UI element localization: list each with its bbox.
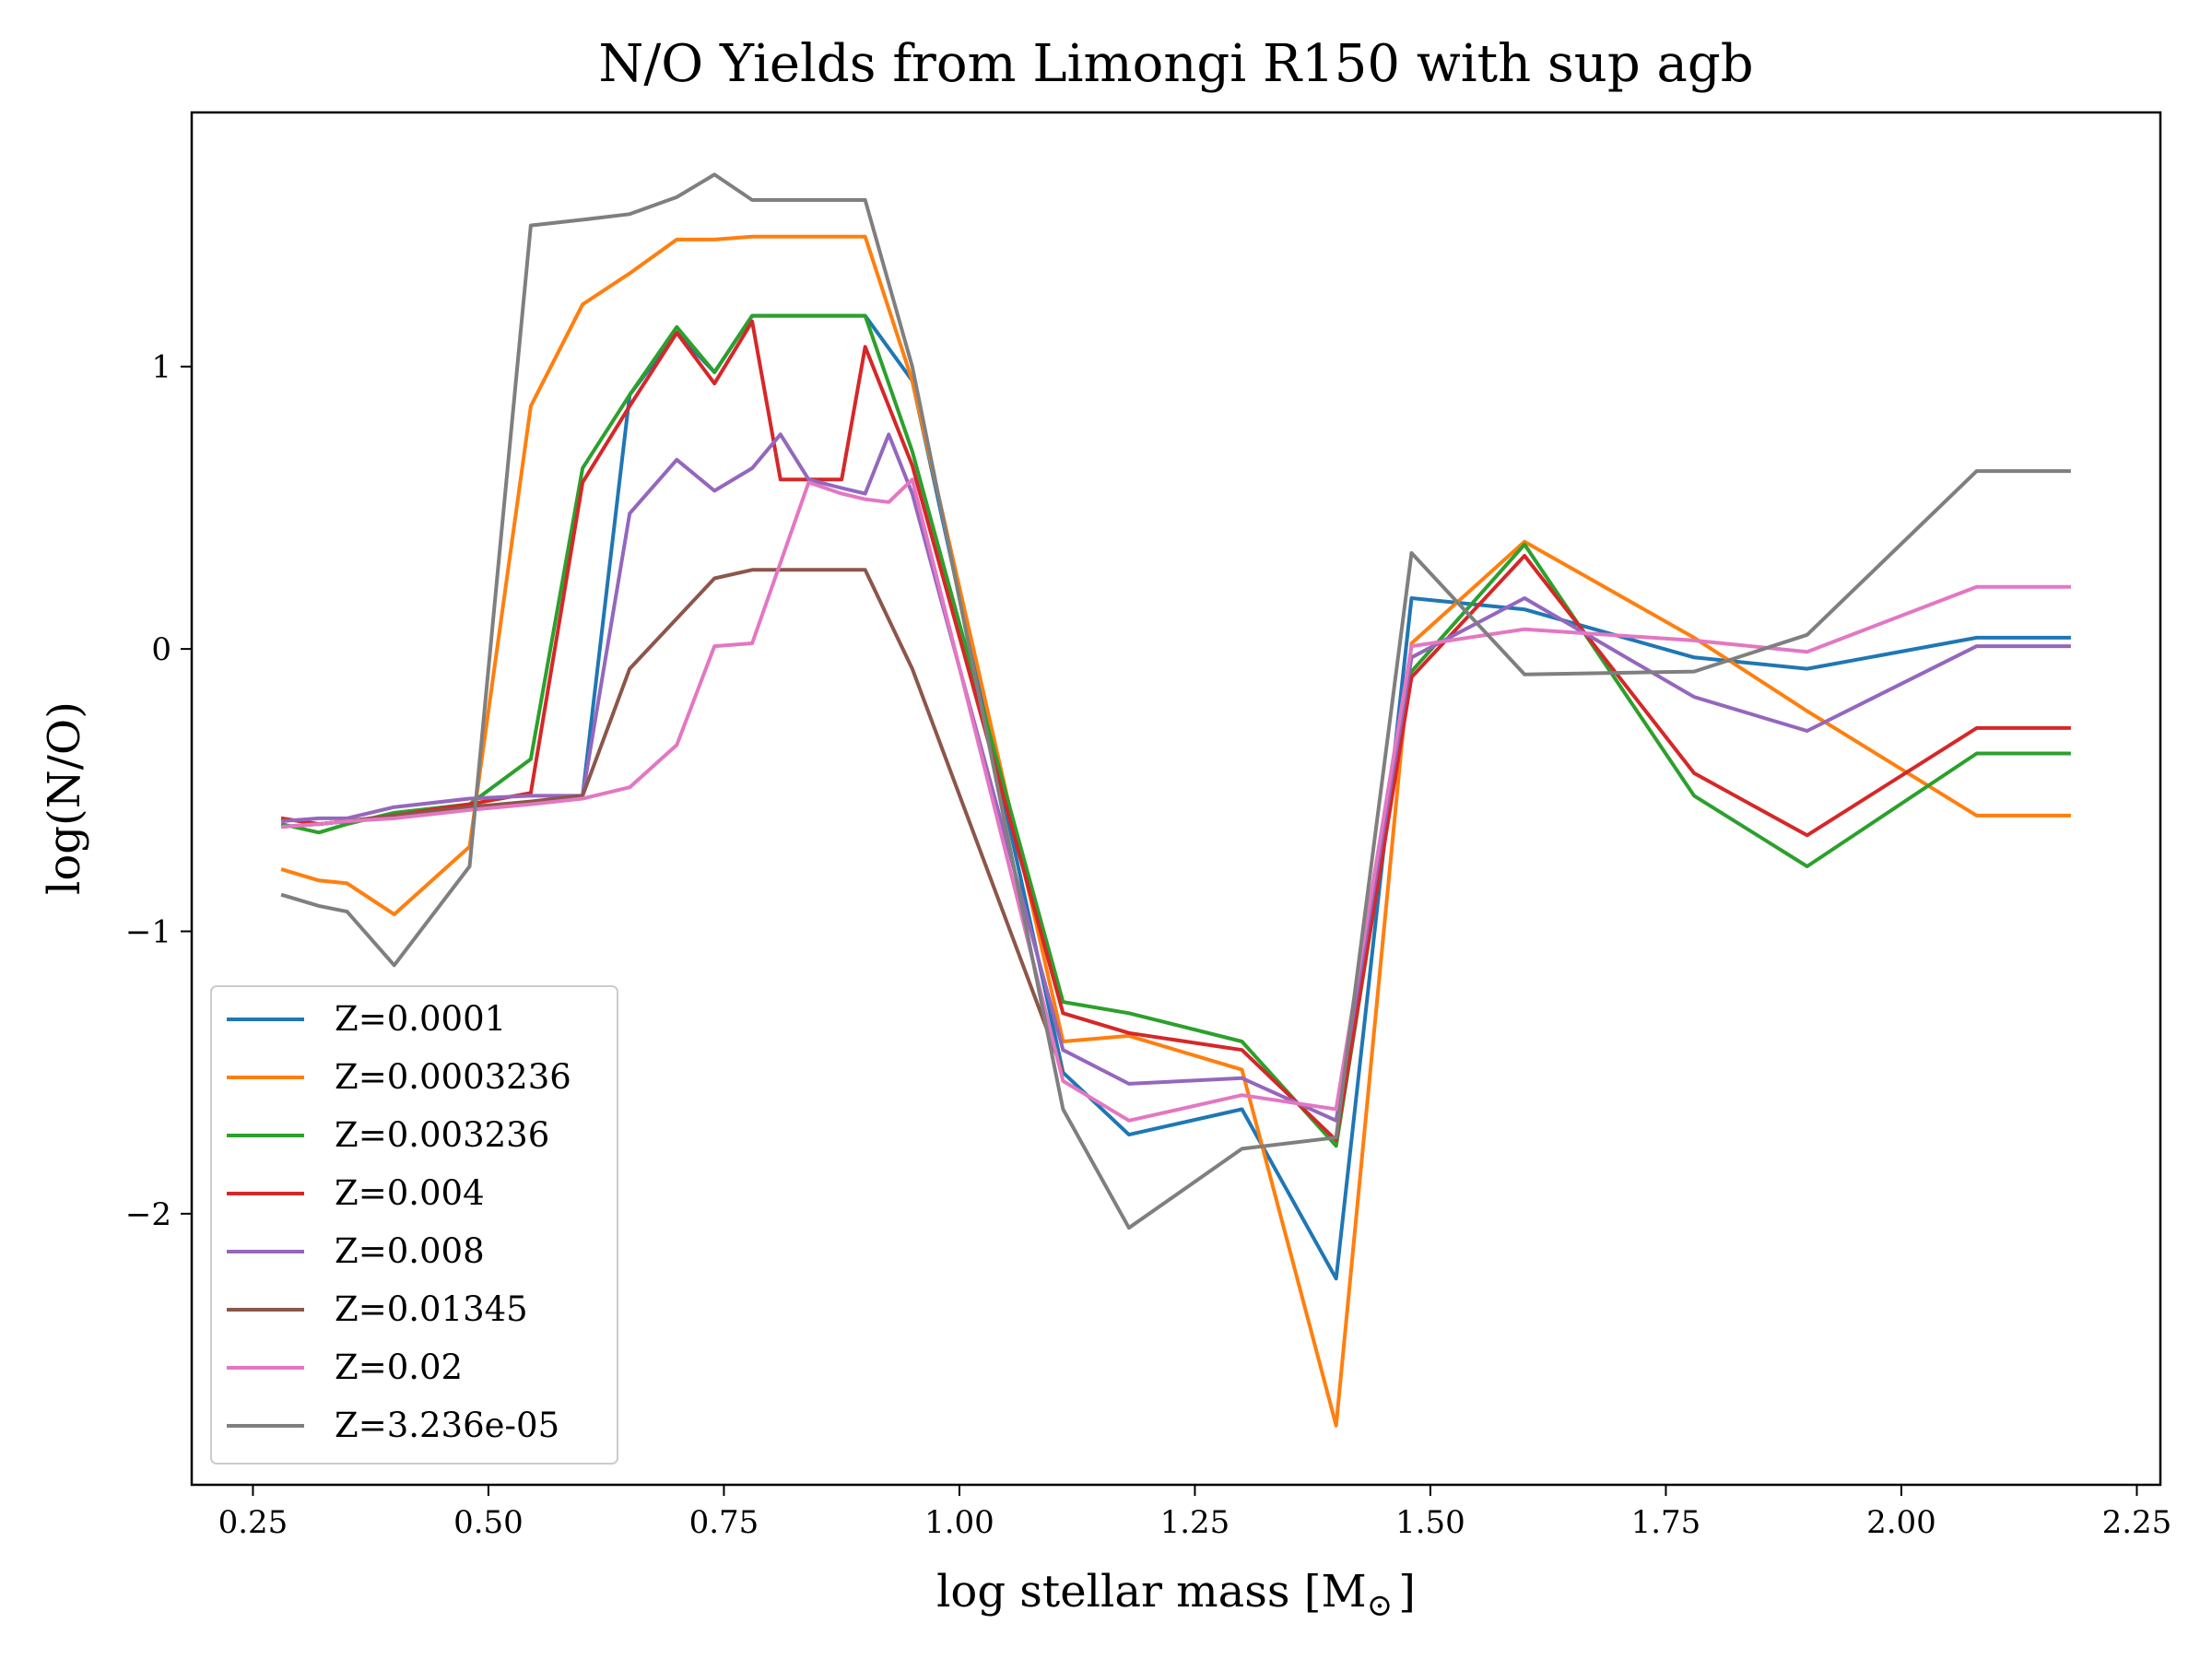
x-tick-label: 2.25	[2102, 1504, 2172, 1541]
y-axis-label: log(N/O)	[39, 701, 90, 895]
series-line-7	[280, 477, 2071, 1123]
series-line-8	[280, 172, 2071, 1230]
legend-items: Z=0.0001 Z=0.0003236 Z=0.003236 Z=0.004 Z=0.…	[227, 999, 571, 1445]
legend-label: Z=0.02	[335, 1347, 463, 1387]
x-tick-label: 0.75	[689, 1504, 759, 1541]
series-line-4	[280, 319, 2071, 1143]
chart-title: N/O Yields from Limongi R150 with sup ag…	[598, 34, 1753, 94]
legend-box	[210, 985, 618, 1465]
x-tick-label: 0.50	[453, 1504, 524, 1541]
x-axis-label-sun-symbol: ⊙	[1367, 1587, 1394, 1624]
legend-label: Z=0.004	[335, 1173, 485, 1213]
y-tick-label: 1	[151, 349, 171, 386]
x-tick-label: 1.25	[1160, 1504, 1230, 1541]
legend-label: Z=0.0001	[335, 999, 506, 1039]
x-tick-label: 1.50	[1395, 1504, 1465, 1541]
x-axis: 0.25 0.50 0.75 1.00 1.25 1.50 1.75 2.00 2.25	[218, 1485, 2172, 1541]
y-tick-label: −1	[125, 913, 171, 950]
x-axis-label-close: ]	[1398, 1566, 1416, 1618]
plot-frame	[190, 111, 2162, 1487]
x-tick-label: 2.00	[1866, 1504, 1936, 1541]
legend-label: Z=0.008	[335, 1231, 485, 1271]
y-tick-label: −2	[125, 1196, 171, 1233]
legend-label: Z=3.236e-05	[335, 1406, 559, 1445]
x-tick-label: 1.00	[924, 1504, 994, 1541]
legend-label: Z=0.01345	[335, 1289, 528, 1329]
series-line-2	[280, 234, 2071, 1428]
x-axis-label: log stellar mass [M⊙]	[936, 1566, 1416, 1624]
x-tick-label: 0.25	[218, 1504, 288, 1541]
legend-label: Z=0.003236	[335, 1115, 549, 1155]
y-axis: 1 0 −1 −2	[125, 349, 192, 1233]
x-axis-label-main: log stellar mass [M	[936, 1566, 1367, 1618]
x-tick-label: 1.75	[1631, 1504, 1701, 1541]
legend-label: Z=0.0003236	[335, 1057, 571, 1097]
series-line-5	[280, 432, 2071, 1123]
series-lines	[280, 172, 2071, 1428]
y-tick-label: 0	[151, 631, 171, 668]
legend: Z=0.0001 Z=0.0003236 Z=0.003236 Z=0.004 Z=0.…	[210, 985, 618, 1465]
